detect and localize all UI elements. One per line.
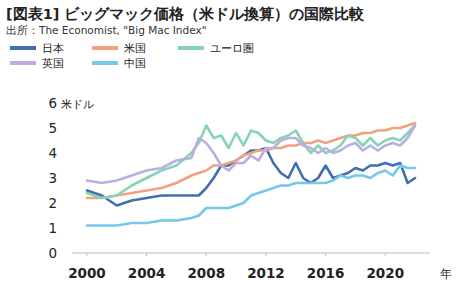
title: [図表1] ビッグマック価格（米ドル換算）の国際比較 <box>6 6 365 22</box>
y-axis: 0 1 2 3 4 5 6 <box>48 95 69 261</box>
x-tick-label: 2000 <box>68 265 106 281</box>
x-tick-label: 2012 <box>247 265 285 281</box>
legend-label: ユーロ圏 <box>210 42 254 55</box>
legend-swatch <box>92 46 118 50</box>
legend: 日本 米国 ユーロ圏英国 中国 <box>10 42 254 70</box>
legend-swatch <box>92 61 118 65</box>
series-line <box>87 166 415 226</box>
legend-label: 日本 <box>42 42 64 55</box>
series-line <box>87 123 415 198</box>
x-tick-label: 2016 <box>307 265 345 281</box>
y-tick-label: 5 <box>48 120 57 136</box>
x-tick <box>206 253 207 256</box>
x-tick-label: 2008 <box>187 265 225 281</box>
y-tick-label: 3 <box>48 170 57 186</box>
y-tick-label: 2 <box>48 195 57 211</box>
series-line <box>87 126 415 199</box>
series-line <box>87 126 415 184</box>
legend-swatch <box>178 46 204 50</box>
x-tick <box>385 253 386 256</box>
legend-swatch <box>10 46 36 50</box>
x-tick <box>325 253 326 256</box>
x-tick <box>265 253 266 256</box>
legend-swatch <box>10 61 36 65</box>
y-tick-label: 1 <box>48 220 57 236</box>
legend-label: 米国 <box>124 42 146 55</box>
subtitle: 出所：The Economist, "Big Mac Index" <box>6 24 206 36</box>
y-axis-label: 米ドル <box>61 98 94 111</box>
x-tick-label: 2004 <box>128 265 166 281</box>
legend-label: 中国 <box>124 57 146 70</box>
legend-label: 英国 <box>42 57 64 70</box>
x-axis: 2000 2004 2008 2012 2016 2020 <box>68 253 430 281</box>
x-tick <box>146 253 147 256</box>
chart-svg: [図表1] ビッグマック価格（米ドル換算）の国際比較出所：The Economi… <box>0 0 457 295</box>
series-group <box>87 123 415 226</box>
x-tick <box>86 253 87 256</box>
x-tick-label: 2020 <box>366 265 404 281</box>
y-tick-label: 0 <box>48 245 57 261</box>
chart-container: [図表1] ビッグマック価格（米ドル換算）の国際比較出所：The Economi… <box>0 0 457 295</box>
x-axis-label: 年 <box>440 267 452 281</box>
x-axis-line <box>72 253 430 254</box>
y-tick-label: 4 <box>48 145 57 161</box>
y-tick-label: 6 <box>48 95 57 111</box>
